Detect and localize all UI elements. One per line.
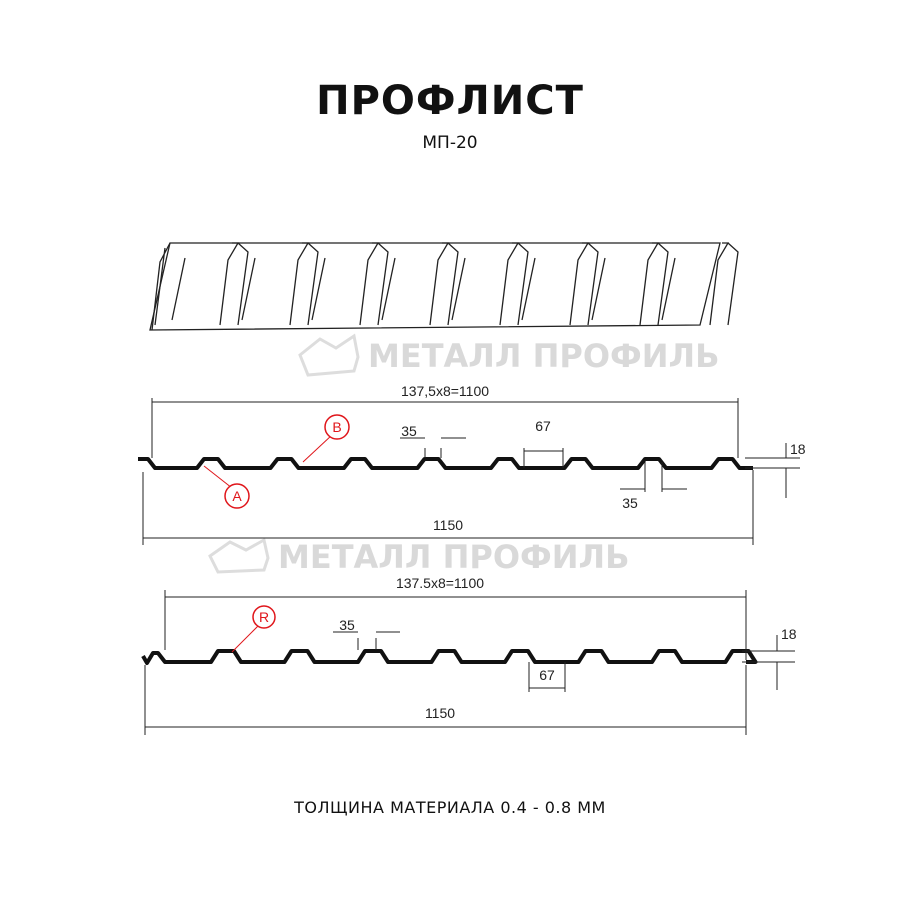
profile-a: 137,5x8=1100 1150 35 67 35 18 B A (138, 383, 806, 545)
sheet-rib-edge (171, 257, 186, 321)
sheet-rib (499, 242, 529, 326)
profile-a-line (138, 457, 753, 470)
sheet-rib-edge (591, 257, 606, 321)
sheet-edge (151, 242, 171, 331)
sheet-rib-edge (311, 257, 326, 321)
watermark-text: МЕТАЛЛ ПРОФИЛЬ (368, 337, 720, 375)
sheet-rib-edge (241, 257, 256, 321)
cover-width-label: 137,5x8=1100 (401, 383, 489, 399)
model-subtitle: МП-20 (422, 133, 478, 153)
sheet-rib (289, 242, 319, 326)
marker-b-label: B (332, 419, 341, 435)
watermark-1: МЕТАЛЛ ПРОФИЛЬ (298, 333, 720, 377)
total-width-label: 1150 (425, 705, 455, 721)
sheet-rib-edge (521, 257, 536, 321)
sheet-3d-view (149, 242, 739, 331)
watermark-logo-icon (298, 333, 360, 377)
profile-b-line (141, 649, 758, 665)
material-thickness-note: ТОЛЩИНА МАТЕРИАЛА 0.4 - 0.8 ММ (294, 798, 606, 817)
valley-width-label: 67 (539, 667, 555, 683)
marker-b: B (302, 414, 350, 463)
total-width-label: 1150 (433, 517, 463, 533)
page-title: ПРОФЛИСТ (316, 78, 584, 124)
sheet-rib (219, 242, 249, 326)
marker-r-label: R (259, 609, 269, 625)
cover-width-label: 137.5x8=1100 (396, 575, 484, 591)
sheet-rib-edge (661, 257, 676, 321)
profile-b: 137.5x8=1100 1150 35 67 18 R (141, 575, 797, 735)
sheet-rib-edge (381, 257, 396, 321)
sheet-rib-edge (451, 257, 466, 321)
sheet-rib (359, 242, 389, 326)
sheet-outline (149, 242, 721, 331)
sheet-rib (709, 242, 739, 326)
watermark-2: МЕТАЛЛ ПРОФИЛЬ (208, 537, 630, 576)
crest-width-label: 35 (339, 617, 355, 633)
sheet-rib (569, 242, 599, 326)
sheet-rib (429, 242, 459, 326)
marker-a-label: A (232, 488, 242, 504)
height-label: 18 (781, 626, 797, 642)
marker-r: R (231, 605, 276, 653)
bottom-crest-width-label: 35 (622, 495, 638, 511)
valley-width-label: 67 (535, 418, 551, 434)
height-label: 18 (790, 441, 806, 457)
sheet-rib (639, 242, 669, 326)
watermark-text: МЕТАЛЛ ПРОФИЛЬ (278, 538, 630, 576)
marker-a: A (203, 465, 250, 509)
watermark-logo-icon (208, 537, 270, 574)
crest-width-label: 35 (401, 423, 417, 439)
